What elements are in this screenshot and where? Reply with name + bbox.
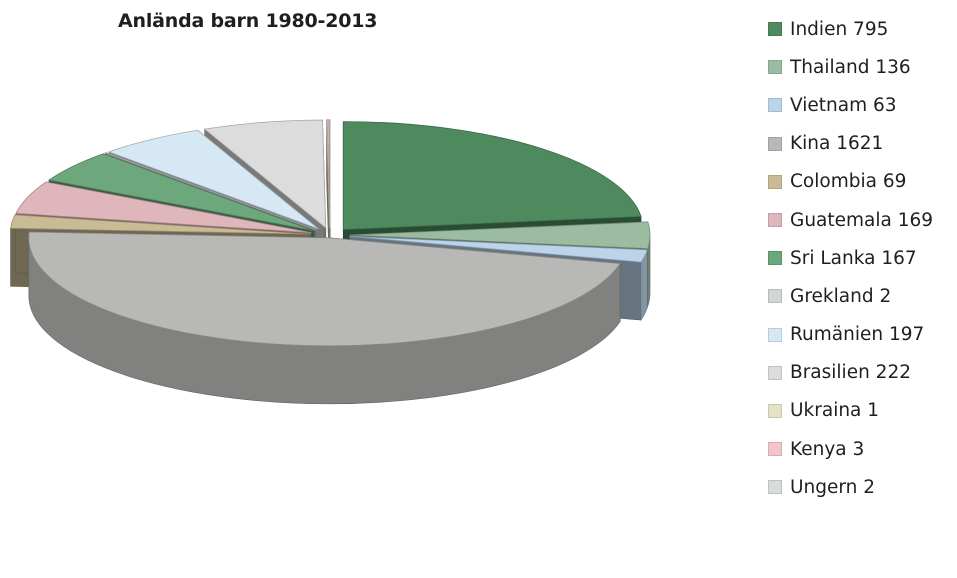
legend-item-kina: Kina 1621 [768, 125, 956, 163]
legend-swatch-thailand [768, 60, 782, 75]
legend-swatch-indien [768, 22, 782, 37]
legend-item-kenya: Kenya 3 [768, 430, 956, 468]
pie-slice-top-indien [342, 121, 642, 231]
legend-label: Sri Lanka 167 [790, 247, 917, 269]
pie-slice-top-sri-lanka [47, 153, 315, 232]
legend-swatch-colombia [768, 174, 782, 189]
legend-swatch-rum-nien [768, 327, 782, 342]
pie-slice-top-guatemala [15, 181, 312, 234]
legend-item-brasilien: Brasilien 222 [768, 354, 956, 392]
legend-item-colombia: Colombia 69 [768, 163, 956, 201]
legend-swatch-ungern [768, 480, 782, 495]
legend-swatch-kina [768, 136, 782, 151]
pie-slice-top-rum-nien [107, 129, 320, 230]
legend: Indien 795 Thailand 136 Vietnam 63 Kina 162… [768, 10, 956, 506]
pie-slice-top-colombia [10, 214, 311, 235]
legend-label: Kenya 3 [790, 438, 865, 460]
pie-chart [10, 119, 651, 405]
pie-slice-top-thailand [349, 221, 651, 250]
legend-item-sri-lanka: Sri Lanka 167 [768, 239, 956, 277]
legend-label: Grekland 2 [790, 285, 892, 307]
legend-label: Indien 795 [790, 18, 889, 40]
pie-slice-top-kina [28, 231, 621, 347]
legend-swatch-brasilien [768, 365, 782, 380]
legend-label: Vietnam 63 [790, 94, 897, 116]
legend-item-indien: Indien 795 [768, 10, 956, 48]
legend-item-vietnam: Vietnam 63 [768, 86, 956, 124]
legend-item-ukraina: Ukraina 1 [768, 392, 956, 430]
legend-item-thailand: Thailand 136 [768, 48, 956, 86]
legend-label: Thailand 136 [790, 56, 911, 78]
legend-swatch-kenya [768, 442, 782, 457]
pie-slice-top-vietnam [349, 235, 648, 263]
legend-label: Brasilien 222 [790, 362, 911, 384]
legend-swatch-grekland [768, 289, 782, 304]
legend-item-grekland: Grekland 2 [768, 277, 956, 315]
legend-label: Guatemala 169 [790, 209, 934, 231]
legend-label: Rumänien 197 [790, 324, 925, 346]
legend-label: Colombia 69 [790, 171, 907, 193]
legend-swatch-guatemala [768, 213, 782, 228]
pie-slice-kina [28, 231, 621, 405]
legend-label: Ungern 2 [790, 476, 876, 498]
legend-item-guatemala: Guatemala 169 [768, 201, 956, 239]
chart-title: Anlända barn 1980-2013 [118, 10, 378, 32]
legend-swatch-ukraina [768, 403, 782, 418]
pie-slice-top-ukraina [326, 119, 331, 228]
legend-label: Ukraina 1 [790, 400, 880, 422]
legend-label: Kina 1621 [790, 133, 884, 155]
legend-item-ungern: Ungern 2 [768, 468, 956, 506]
legend-item-rum-nien: Rumänien 197 [768, 316, 956, 354]
legend-swatch-sri-lanka [768, 251, 782, 266]
legend-swatch-vietnam [768, 98, 782, 113]
pie-slice-top-brasilien [203, 119, 327, 229]
pie-slice-top-grekland [104, 152, 317, 231]
